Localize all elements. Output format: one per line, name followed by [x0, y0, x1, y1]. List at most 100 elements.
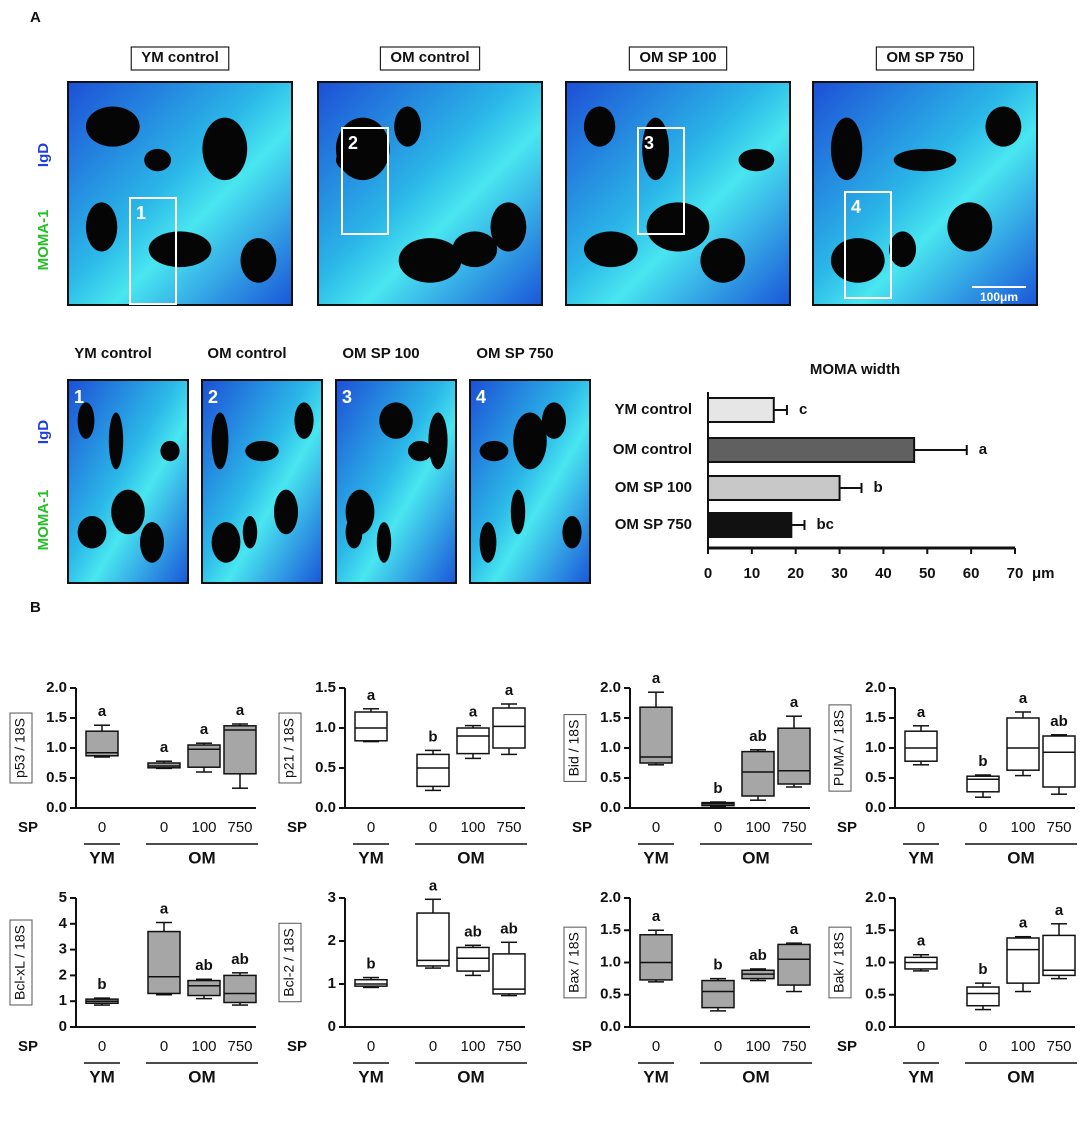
image-title: YM control	[141, 49, 219, 66]
significance-letter: a	[429, 877, 438, 894]
x-axis-label: SP	[18, 819, 38, 836]
tissue-void	[245, 440, 279, 462]
y-tick-label: 1	[59, 992, 67, 1009]
box	[223, 725, 257, 775]
tissue-void	[583, 231, 638, 268]
y-tick-label: 0.5	[865, 769, 886, 786]
x-tick-label: 0	[979, 1038, 987, 1055]
tissue-void	[479, 522, 497, 563]
significance-letter: b	[713, 780, 722, 797]
box	[223, 974, 257, 1004]
y-tick-label: 3	[59, 941, 67, 958]
tissue-void	[160, 440, 180, 462]
region-number: 1	[74, 387, 84, 407]
x-tick-label: 30	[831, 565, 848, 582]
image-title: OM control	[390, 49, 469, 66]
tissue-void	[376, 522, 392, 563]
box	[1006, 937, 1040, 984]
x-tick-label: 50	[919, 565, 936, 582]
box	[741, 750, 775, 797]
tissue-void	[947, 202, 993, 252]
tissue-void	[830, 117, 863, 181]
significance-letter: b	[978, 753, 987, 770]
y-tick-label: 4	[59, 915, 68, 932]
y-tick-label: 2.0	[600, 679, 621, 696]
box	[416, 753, 450, 788]
title-box	[379, 46, 481, 71]
x-tick-label: 0	[979, 819, 987, 836]
significance-letter: a	[1019, 915, 1028, 932]
significance-letter: b	[713, 957, 722, 974]
significance-letter: bc	[816, 516, 834, 533]
x-tick-label: 0	[367, 819, 375, 836]
y-tick-label: 1.5	[46, 709, 67, 726]
y-tick-label: 1.5	[865, 921, 886, 938]
significance-letter: a	[469, 704, 478, 721]
x-tick-label: 100	[460, 1038, 485, 1055]
y-tick-label: 3	[328, 889, 336, 906]
group-label: OM	[457, 1067, 484, 1086]
x-tick-label: 100	[1010, 819, 1035, 836]
y-label-box	[278, 712, 302, 784]
tissue-void	[562, 516, 582, 549]
box	[1006, 717, 1040, 771]
group-label: OM	[457, 848, 484, 867]
y-tick-label: 0.0	[865, 1018, 886, 1035]
region-box	[844, 191, 892, 299]
significance-letter: a	[160, 900, 169, 917]
stain-label: IgD	[35, 143, 52, 167]
y-axis-label: PUMA / 18S	[831, 710, 847, 786]
region-number: 3	[342, 387, 352, 407]
tissue-void	[490, 202, 527, 252]
y-tick-label: 0.0	[600, 1018, 621, 1035]
stain-label: MOMA-1	[35, 490, 52, 551]
box	[354, 978, 388, 987]
bar	[707, 437, 916, 463]
group-label: YM	[89, 1067, 115, 1086]
region-number: 4	[476, 387, 486, 407]
box	[904, 730, 938, 762]
tissue-void	[379, 402, 413, 439]
x-tick-label: 100	[191, 1038, 216, 1055]
image-title: OM SP 100	[639, 49, 716, 66]
significance-letter: a	[790, 921, 799, 938]
tissue-void	[140, 522, 164, 563]
x-tick-label: 0	[917, 819, 925, 836]
tissue-void	[274, 489, 298, 535]
category-label: OM SP 100	[615, 479, 692, 496]
y-axis-label: p53 / 18S	[12, 718, 28, 778]
y-tick-label: 2	[328, 932, 336, 949]
significance-letter: a	[652, 908, 661, 925]
box	[187, 744, 221, 768]
bar	[707, 475, 841, 501]
y-tick-label: 0.5	[600, 769, 621, 786]
micrograph	[67, 379, 189, 584]
box	[639, 706, 673, 764]
significance-letter: a	[917, 933, 926, 950]
tissue-void	[345, 516, 363, 549]
y-tick-label: 2.0	[865, 679, 886, 696]
significance-letter: a	[367, 687, 376, 704]
significance-letter: ab	[231, 951, 249, 968]
title-box	[628, 46, 728, 71]
tissue-void	[335, 148, 368, 172]
significance-letter: ab	[195, 957, 213, 974]
title-box	[875, 46, 975, 71]
x-tick-label: 0	[714, 819, 722, 836]
tissue-void	[452, 231, 498, 268]
x-tick-label: 0	[714, 1038, 722, 1055]
x-tick-label: 100	[745, 1038, 770, 1055]
tissue-void	[211, 412, 229, 470]
tissue-void	[642, 117, 670, 181]
title-box	[130, 46, 230, 71]
box	[85, 730, 119, 757]
x-tick-label: 100	[460, 819, 485, 836]
y-tick-label: 1	[328, 975, 336, 992]
box	[701, 979, 735, 1009]
region-box	[341, 127, 389, 235]
group-label: YM	[643, 848, 669, 867]
x-tick-label: 750	[1046, 819, 1071, 836]
region-number: 2	[208, 387, 218, 407]
x-tick-label: 0	[917, 1038, 925, 1055]
